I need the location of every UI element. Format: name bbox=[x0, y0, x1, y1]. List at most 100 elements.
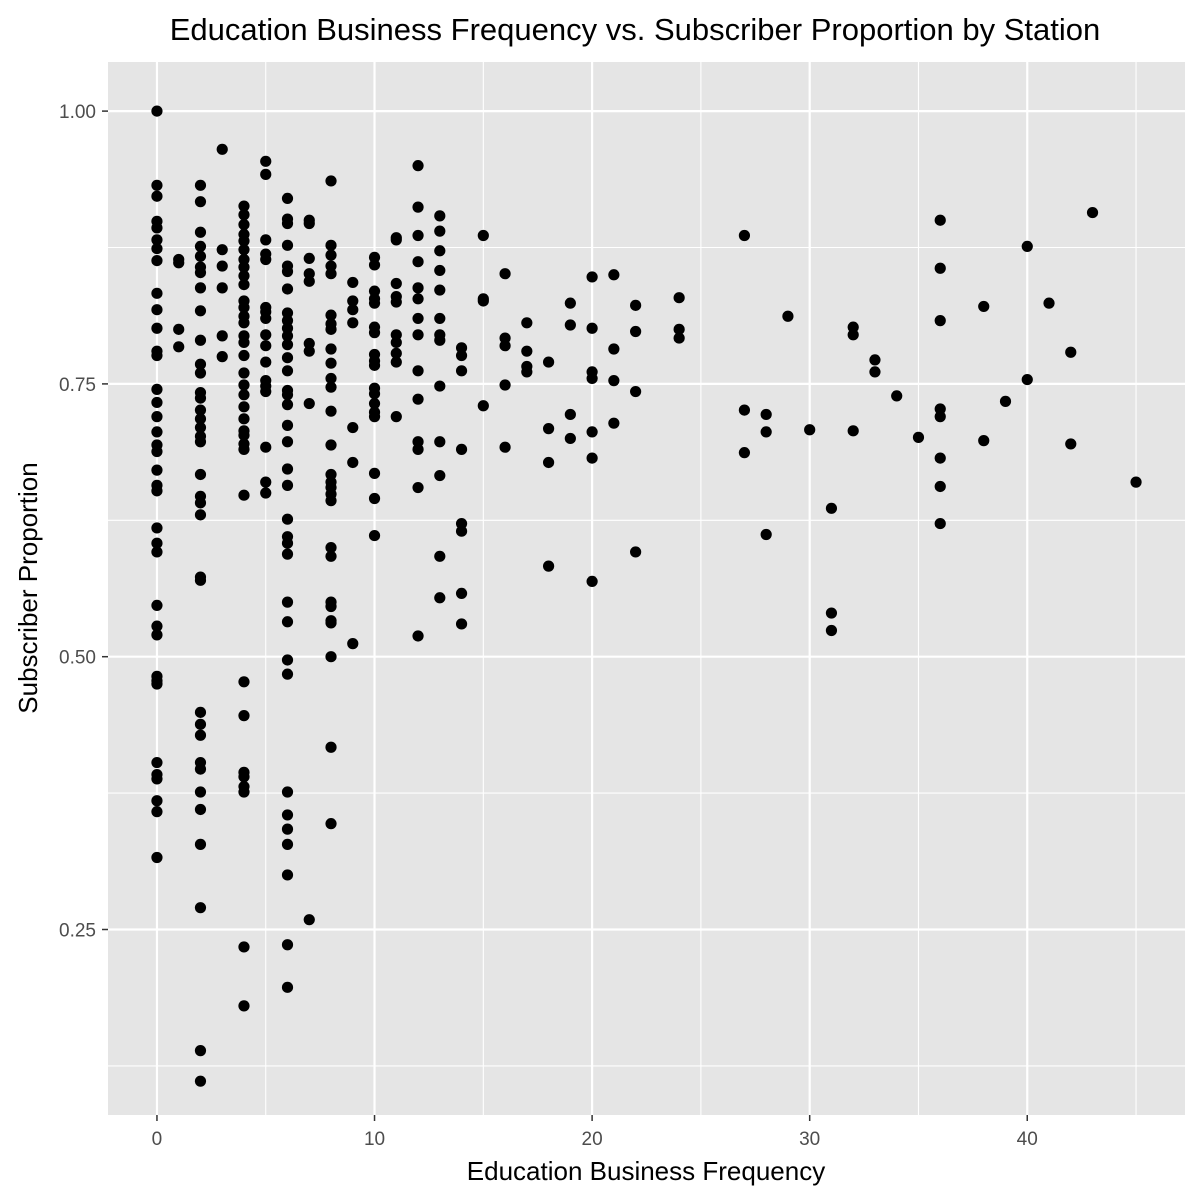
data-point bbox=[303, 397, 315, 410]
data-point bbox=[804, 424, 816, 436]
data-point bbox=[325, 239, 337, 251]
data-point bbox=[281, 616, 294, 628]
data-point bbox=[869, 366, 881, 378]
data-point bbox=[673, 323, 685, 335]
data-point bbox=[542, 560, 555, 572]
data-point bbox=[412, 160, 424, 172]
data-point bbox=[564, 432, 576, 445]
data-point bbox=[260, 487, 272, 499]
data-point bbox=[281, 479, 294, 491]
data-point bbox=[347, 456, 359, 469]
data-point bbox=[325, 541, 337, 554]
data-point bbox=[325, 357, 337, 369]
data-point bbox=[390, 347, 402, 359]
data-point bbox=[303, 275, 315, 287]
x-tick-label: 0 bbox=[152, 1129, 163, 1150]
data-point bbox=[564, 408, 576, 421]
data-point bbox=[978, 300, 990, 313]
data-point bbox=[151, 255, 163, 267]
data-point bbox=[847, 425, 859, 437]
data-point bbox=[347, 276, 359, 289]
data-point bbox=[347, 304, 359, 316]
data-point bbox=[151, 396, 163, 409]
data-point bbox=[151, 222, 163, 234]
data-point bbox=[238, 676, 250, 688]
data-point bbox=[412, 329, 424, 341]
data-point bbox=[151, 234, 163, 246]
data-point bbox=[434, 210, 446, 222]
data-point bbox=[477, 295, 489, 307]
data-point bbox=[434, 334, 446, 346]
data-point bbox=[151, 620, 163, 632]
data-point bbox=[216, 143, 228, 155]
y-axis: 0.25 0.50 0.75 1.00 bbox=[59, 102, 108, 941]
data-point bbox=[586, 372, 598, 385]
x-axis: 0 10 20 30 40 bbox=[152, 1115, 1038, 1150]
data-point bbox=[455, 349, 468, 362]
data-point bbox=[260, 253, 272, 266]
data-point bbox=[238, 218, 250, 231]
data-point bbox=[260, 340, 272, 352]
data-point bbox=[390, 234, 402, 246]
data-point bbox=[673, 292, 685, 304]
data-point bbox=[347, 421, 359, 434]
data-point bbox=[368, 297, 381, 309]
data-points bbox=[151, 105, 1142, 1087]
data-point bbox=[325, 439, 337, 451]
data-point bbox=[216, 330, 228, 342]
data-point bbox=[738, 404, 751, 416]
data-point bbox=[434, 550, 446, 562]
data-point bbox=[151, 105, 163, 117]
data-point bbox=[151, 485, 163, 497]
data-point bbox=[455, 618, 468, 630]
data-point bbox=[325, 617, 337, 629]
data-point bbox=[934, 214, 946, 226]
data-point bbox=[782, 310, 794, 322]
data-point bbox=[238, 367, 250, 379]
x-tick-label: 20 bbox=[582, 1129, 603, 1150]
data-point bbox=[260, 168, 272, 180]
data-point bbox=[238, 279, 250, 291]
data-point bbox=[194, 729, 207, 741]
data-point bbox=[238, 261, 250, 273]
data-point bbox=[151, 678, 163, 690]
data-point bbox=[477, 400, 489, 412]
data-point bbox=[238, 786, 250, 798]
data-point bbox=[434, 592, 446, 604]
data-point bbox=[173, 257, 185, 269]
data-point bbox=[586, 271, 598, 283]
data-point bbox=[260, 155, 272, 167]
data-point bbox=[151, 287, 163, 299]
data-point bbox=[173, 323, 185, 335]
data-point bbox=[934, 452, 946, 464]
data-point bbox=[194, 421, 207, 434]
data-point bbox=[630, 299, 642, 311]
plot-panel bbox=[108, 62, 1185, 1115]
data-point bbox=[151, 304, 163, 316]
data-point bbox=[542, 356, 555, 368]
data-point bbox=[934, 262, 946, 274]
data-point bbox=[390, 356, 402, 368]
data-point bbox=[151, 773, 163, 785]
data-point bbox=[325, 741, 337, 753]
data-point bbox=[281, 419, 294, 431]
data-point bbox=[260, 385, 272, 398]
data-point bbox=[325, 405, 337, 417]
data-point bbox=[281, 436, 294, 448]
data-point bbox=[586, 322, 598, 334]
data-point bbox=[825, 624, 838, 637]
x-tick-label: 40 bbox=[1017, 1129, 1038, 1150]
data-point bbox=[151, 537, 163, 549]
data-point bbox=[434, 225, 446, 237]
data-point bbox=[325, 249, 337, 261]
data-point bbox=[434, 469, 446, 482]
data-point bbox=[216, 260, 228, 272]
data-point bbox=[238, 200, 250, 212]
data-point bbox=[194, 240, 207, 253]
data-point bbox=[260, 476, 272, 488]
data-point bbox=[368, 327, 381, 339]
data-point bbox=[194, 902, 207, 914]
data-point bbox=[630, 325, 642, 338]
